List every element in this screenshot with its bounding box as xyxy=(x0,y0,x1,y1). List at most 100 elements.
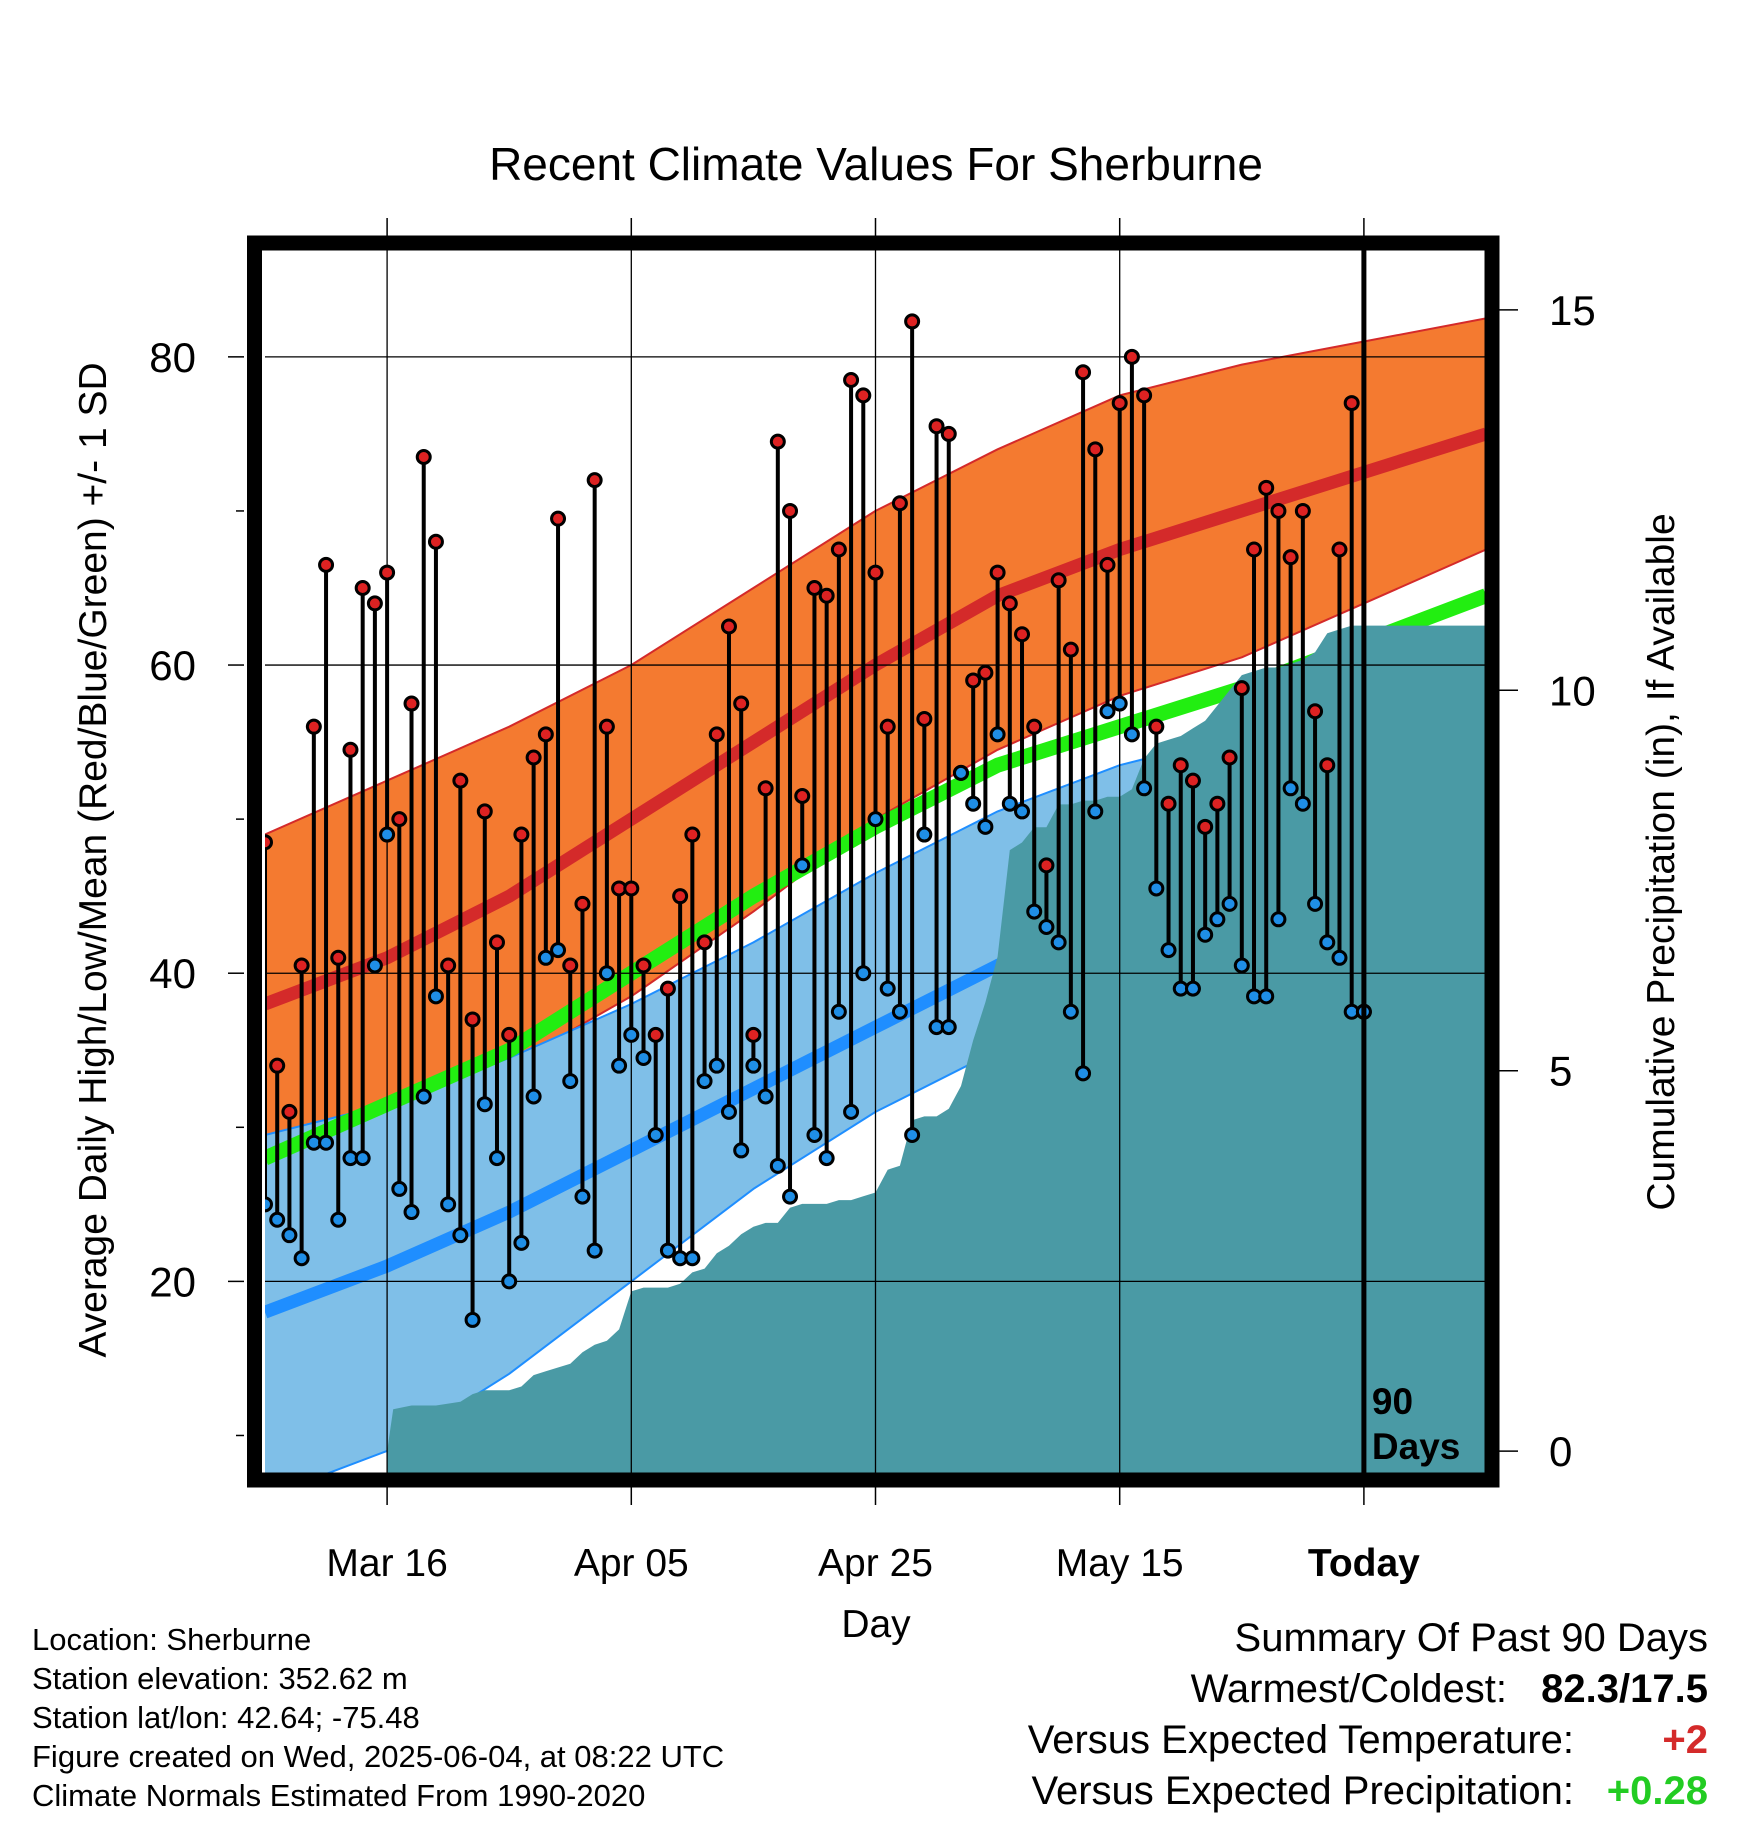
warm-cold-value: 82.3/17.5 xyxy=(1541,1667,1708,1711)
daily-high-point xyxy=(1209,795,1226,812)
daily-high-point xyxy=(1075,364,1092,381)
daily-high-point xyxy=(550,510,567,527)
daily-high-point xyxy=(354,579,371,596)
daily-low-point xyxy=(501,1273,518,1290)
daily-low-point xyxy=(354,1150,371,1167)
daily-high-point xyxy=(635,957,652,974)
daily-high-point xyxy=(305,718,322,735)
daily-high-point xyxy=(696,934,713,951)
daily-low-point xyxy=(1148,880,1165,897)
daily-high-point xyxy=(659,980,676,997)
daily-high-point xyxy=(562,957,579,974)
y-tick-label: 60 xyxy=(149,642,196,689)
daily-high-point xyxy=(391,811,408,828)
daily-high-point xyxy=(293,957,310,974)
daily-low-point xyxy=(1307,895,1324,912)
daily-low-point xyxy=(427,988,444,1005)
daily-low-point xyxy=(537,949,554,966)
y2-tick-label: 15 xyxy=(1549,287,1596,334)
x-tick-label: Apr 05 xyxy=(574,1542,689,1585)
daily-low-point xyxy=(1233,957,1250,974)
precip-value: +0.28 xyxy=(1606,1769,1708,1813)
daily-low-point xyxy=(1294,795,1311,812)
daily-low-point xyxy=(1087,803,1104,820)
daily-low-point xyxy=(940,1019,957,1036)
daily-high-point xyxy=(537,726,554,743)
daily-low-point xyxy=(855,965,872,982)
location-text: Location: Sherburne xyxy=(32,1622,312,1657)
daily-low-point xyxy=(379,826,396,843)
daily-low-point xyxy=(513,1234,530,1251)
summary-panel: Summary Of Past 90 Days Warmest/Coldest:… xyxy=(1028,1613,1708,1817)
daily-low-point xyxy=(586,1242,603,1259)
daily-high-point xyxy=(403,695,420,712)
daily-high-point xyxy=(684,826,701,843)
daily-low-point xyxy=(611,1057,628,1074)
daily-high-point xyxy=(281,1103,298,1120)
daily-high-point xyxy=(330,949,347,966)
latlon-text: Station lat/lon: 42.64; -75.48 xyxy=(32,1700,420,1735)
plot-frame xyxy=(247,235,1500,1488)
daily-low-point xyxy=(1282,780,1299,797)
daily-low-point xyxy=(794,857,811,874)
daily-low-point xyxy=(1136,780,1153,797)
daily-high-point xyxy=(440,957,457,974)
daily-high-point xyxy=(1282,549,1299,566)
daily-low-point xyxy=(965,795,982,812)
daily-low-point xyxy=(366,957,383,974)
daily-high-point xyxy=(586,472,603,489)
daily-low-point xyxy=(769,1157,786,1174)
precip-label: Versus Expected Precipitation: xyxy=(1031,1769,1574,1813)
daily-low-point xyxy=(696,1073,713,1090)
daily-low-point xyxy=(1184,980,1201,997)
daily-high-point xyxy=(269,1057,286,1074)
daily-low-point xyxy=(464,1311,481,1328)
daily-low-point xyxy=(265,1196,273,1213)
daily-high-point xyxy=(366,595,383,612)
daily-low-point xyxy=(562,1073,579,1090)
daily-high-point xyxy=(379,564,396,581)
summary-temp: Versus Expected Temperature: +2 xyxy=(1028,1715,1708,1766)
daily-high-point xyxy=(488,934,505,951)
daily-low-point xyxy=(598,965,615,982)
daily-low-point xyxy=(1160,942,1177,959)
y-axis-label: Average Daily High/Low/Mean (Red/Blue/Gr… xyxy=(72,362,115,1357)
today-marker-label-days-count: 90 xyxy=(1372,1381,1413,1422)
daily-low-point xyxy=(1123,726,1140,743)
daily-high-point xyxy=(1172,757,1189,774)
daily-high-point xyxy=(1270,502,1287,519)
daily-high-point xyxy=(708,726,725,743)
daily-high-point xyxy=(928,418,945,435)
normals-text: Climate Normals Estimated From 1990-2020 xyxy=(32,1778,646,1813)
x-tick-label: May 15 xyxy=(1056,1542,1184,1585)
daily-high-point xyxy=(1331,541,1348,558)
daily-high-point xyxy=(1123,348,1140,365)
elevation-text: Station elevation: 352.62 m xyxy=(32,1661,408,1696)
summary-warm-cold: Warmest/Coldest: 82.3/17.5 xyxy=(1028,1664,1708,1715)
daily-low-point xyxy=(757,1088,774,1105)
daily-high-point xyxy=(891,495,908,512)
daily-low-point xyxy=(1221,895,1238,912)
daily-high-point xyxy=(501,1026,518,1043)
daily-low-point xyxy=(1319,934,1336,951)
daily-high-point xyxy=(342,741,359,758)
daily-high-point xyxy=(757,780,774,797)
daily-high-point xyxy=(916,710,933,727)
daily-high-point xyxy=(1160,795,1177,812)
daily-low-point xyxy=(1001,795,1018,812)
daily-high-point xyxy=(745,1026,762,1043)
daily-high-point xyxy=(513,826,530,843)
daily-high-point xyxy=(1099,556,1116,573)
daily-low-point xyxy=(525,1088,542,1105)
chart-title: Recent Climate Values For Sherburne xyxy=(489,138,1263,190)
summary-title: Summary Of Past 90 Days xyxy=(1234,1616,1708,1660)
today-marker-label-days-word: Days xyxy=(1372,1426,1460,1467)
daily-high-point xyxy=(476,803,493,820)
daily-high-point xyxy=(525,749,542,766)
daily-high-point xyxy=(1148,718,1165,735)
daily-low-point xyxy=(1099,703,1116,720)
daily-high-point xyxy=(1038,857,1055,874)
daily-low-point xyxy=(659,1242,676,1259)
daily-low-point xyxy=(843,1103,860,1120)
